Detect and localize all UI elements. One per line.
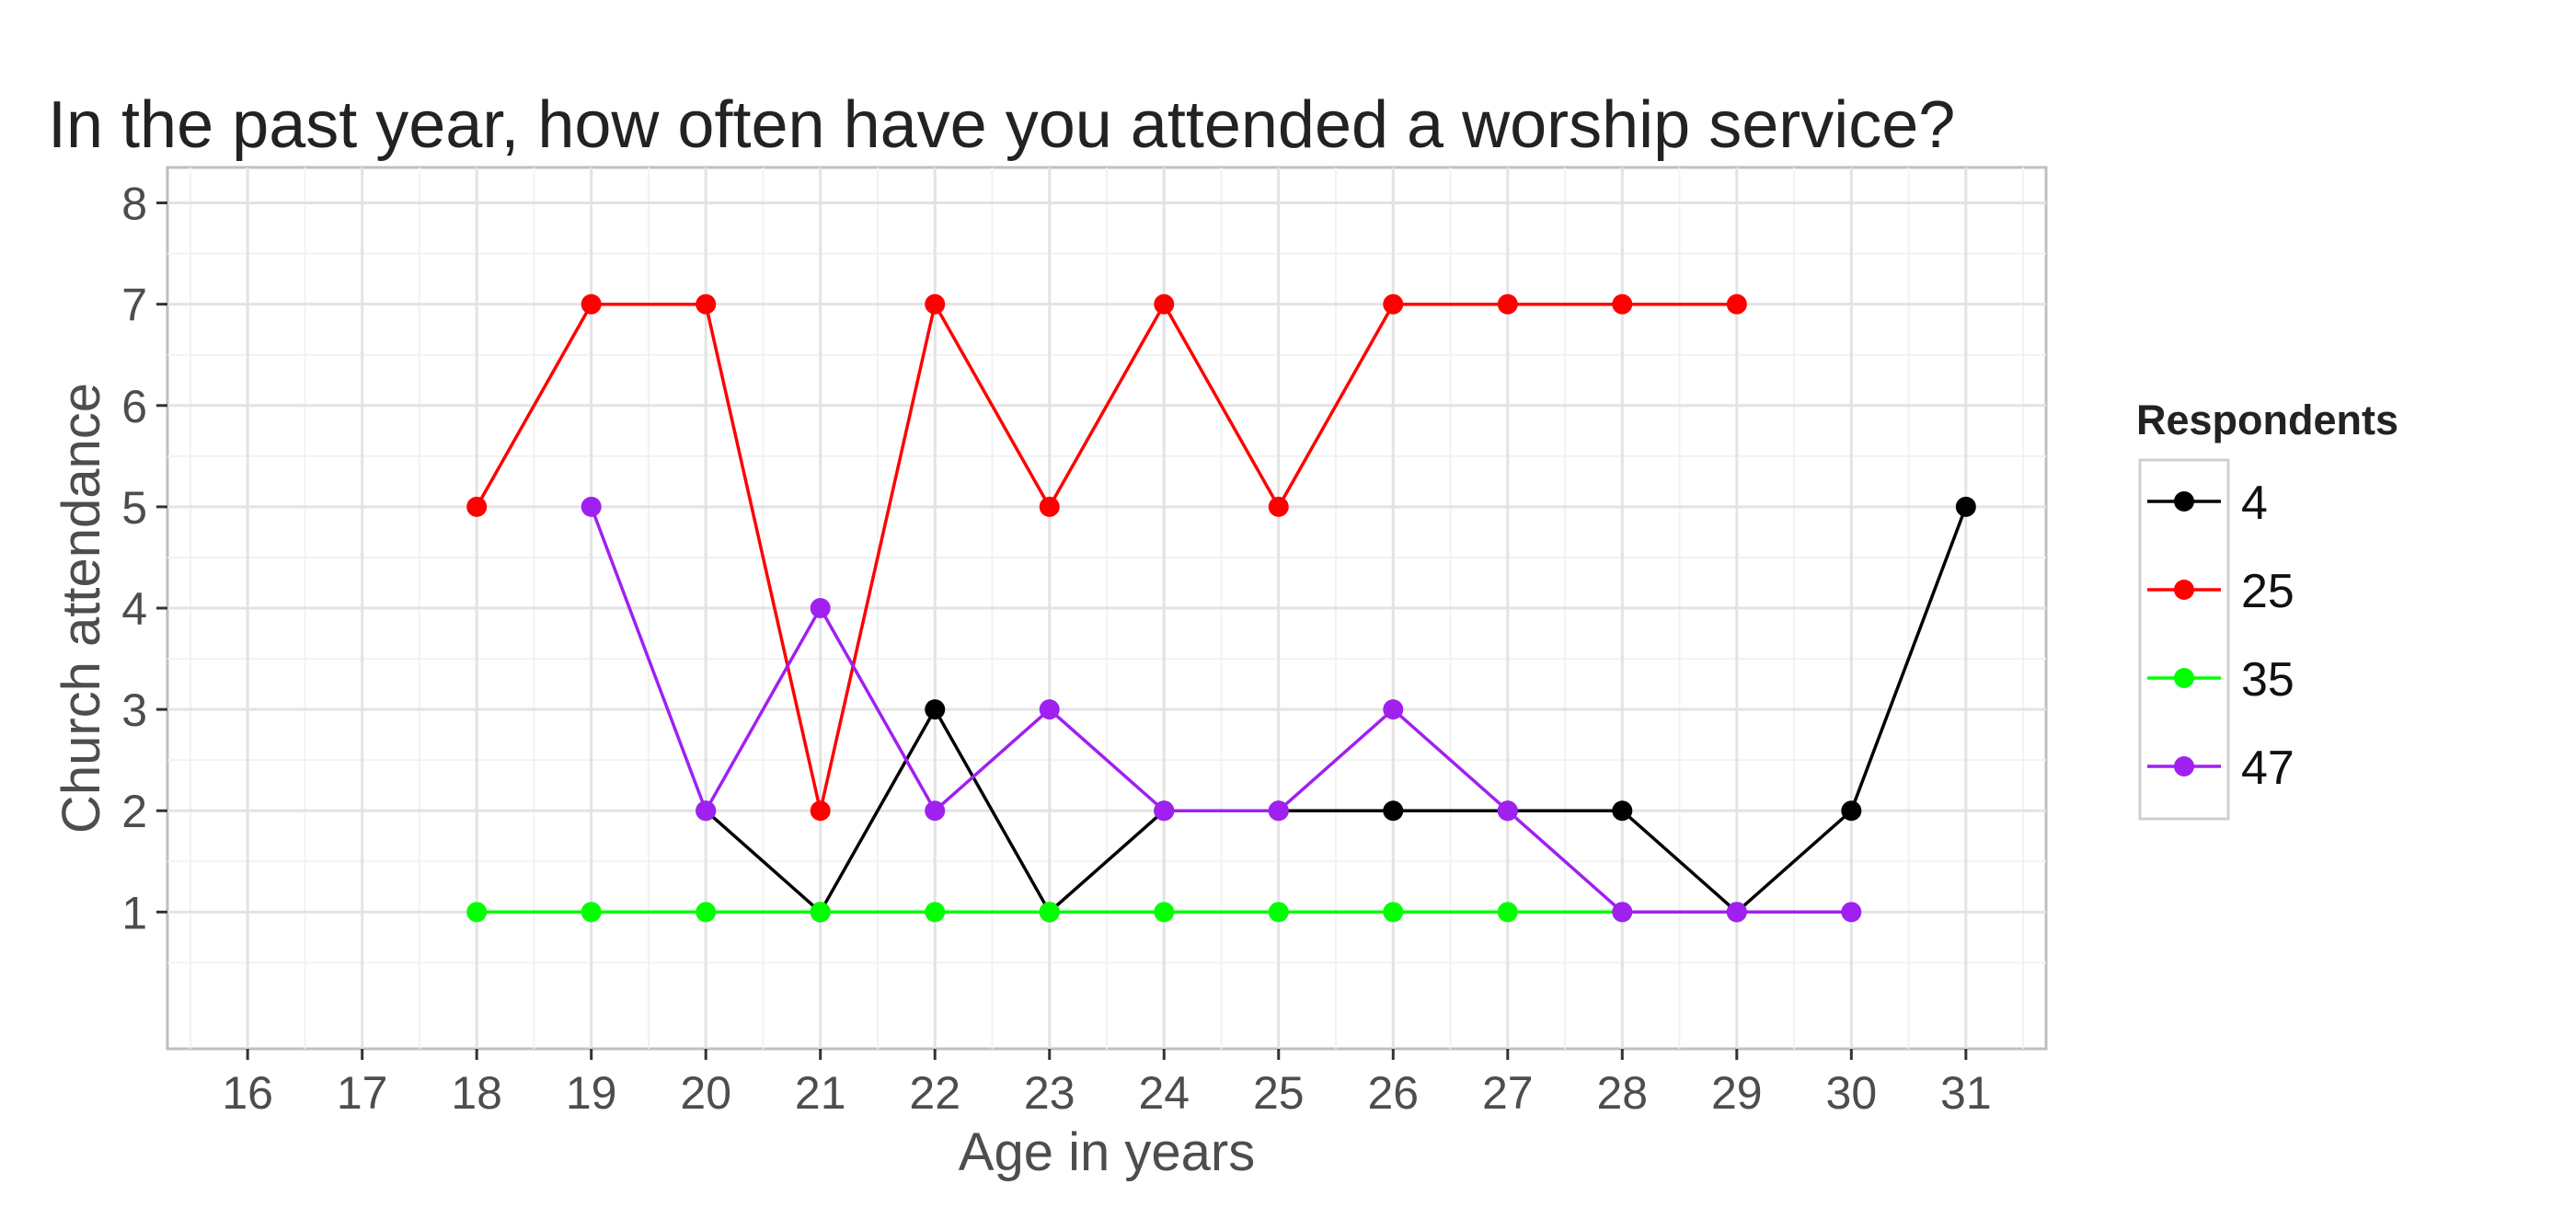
y-axis-ticks: 1 2 3 4 5 6 7 8	[121, 178, 167, 938]
series-line	[705, 506, 1968, 914]
data-point	[1383, 800, 1404, 822]
legend-label: 4	[2241, 477, 2268, 530]
legend-box	[2138, 458, 2230, 821]
x-axis-title: Age in years	[959, 1122, 1255, 1182]
legend-key-point	[2174, 756, 2194, 776]
chart-title: In the past year, how often have you att…	[48, 88, 1955, 162]
y-tick-label: 5	[121, 482, 147, 534]
data-point	[1383, 902, 1404, 923]
data-point	[581, 496, 602, 517]
x-tick-label: 31	[1940, 1067, 1992, 1119]
data-point	[925, 699, 946, 720]
legend-title: Respondents	[2136, 397, 2398, 443]
y-tick-label: 7	[121, 280, 147, 331]
legend-item: 35	[2147, 653, 2294, 707]
x-tick-label: 30	[1826, 1067, 1878, 1119]
data-point	[696, 293, 717, 315]
data-point	[1497, 902, 1518, 923]
data-point	[1841, 800, 1862, 822]
data-point	[1497, 800, 1518, 822]
data-point	[581, 293, 602, 315]
legend-item: 47	[2147, 742, 2294, 795]
x-tick-label: 26	[1367, 1067, 1419, 1119]
legend-key-point	[2174, 668, 2194, 688]
data-point	[1039, 496, 1060, 517]
y-tick-label: 1	[121, 887, 147, 938]
data-point	[1497, 293, 1518, 315]
data-point	[581, 902, 602, 923]
series-line	[475, 302, 1737, 812]
legend: Respondents 4 25 35 47	[2136, 397, 2398, 821]
data-point	[1268, 800, 1289, 822]
data-point	[1268, 496, 1289, 517]
data-point	[1612, 293, 1633, 315]
series-35	[466, 902, 1633, 923]
data-point	[1154, 293, 1175, 315]
data-point	[810, 800, 831, 822]
y-axis-title: Church attendance	[52, 383, 111, 834]
data-point	[1039, 699, 1060, 720]
data-point	[466, 902, 488, 923]
data-point	[1154, 902, 1175, 923]
data-point	[925, 902, 946, 923]
x-tick-label: 23	[1024, 1067, 1075, 1119]
data-point	[696, 800, 717, 822]
x-tick-label: 16	[222, 1067, 273, 1119]
legend-item: 25	[2147, 565, 2294, 618]
data-point	[1612, 902, 1633, 923]
x-tick-label: 22	[909, 1067, 960, 1119]
y-tick-label: 8	[121, 178, 147, 230]
series-line	[590, 506, 1852, 914]
data-point	[1383, 293, 1404, 315]
data-point	[1268, 902, 1289, 923]
data-point	[1612, 800, 1633, 822]
x-tick-label: 29	[1711, 1067, 1763, 1119]
series-47	[581, 496, 1862, 923]
legend-key-point	[2174, 491, 2194, 512]
y-tick-label: 4	[121, 583, 147, 635]
x-tick-label: 21	[795, 1067, 846, 1119]
legend-label: 35	[2241, 653, 2294, 707]
data-point	[1726, 293, 1747, 315]
data-point	[1955, 496, 1976, 517]
x-tick-label: 18	[451, 1067, 502, 1119]
x-tick-label: 27	[1482, 1067, 1534, 1119]
legend-key-point	[2174, 580, 2194, 600]
y-tick-label: 3	[121, 684, 147, 736]
data-point	[696, 902, 717, 923]
legend-label: 25	[2241, 565, 2294, 618]
x-tick-label: 19	[566, 1067, 617, 1119]
x-tick-label: 25	[1253, 1067, 1305, 1119]
legend-item: 4	[2147, 477, 2268, 530]
data-point	[1039, 902, 1060, 923]
x-tick-label: 20	[680, 1067, 731, 1119]
data-point	[810, 598, 831, 618]
legend-label: 47	[2241, 742, 2294, 795]
data-point	[925, 293, 946, 315]
x-tick-label: 17	[337, 1067, 388, 1119]
y-tick-label: 6	[121, 381, 147, 432]
x-axis-ticks: 16 17 18 19 20 21 22 23 24 25 26 27 28 29 30 31	[222, 1049, 1992, 1119]
data-point	[810, 902, 831, 923]
data-point	[1726, 902, 1747, 923]
data-point	[925, 800, 946, 822]
y-tick-label: 2	[121, 786, 147, 837]
data-point	[466, 496, 488, 517]
x-tick-label: 24	[1138, 1067, 1190, 1119]
series-layer	[466, 293, 1976, 923]
data-point	[1383, 699, 1404, 720]
data-point	[1154, 800, 1175, 822]
x-tick-label: 28	[1596, 1067, 1648, 1119]
data-point	[1841, 902, 1862, 923]
series-25	[466, 293, 1747, 822]
